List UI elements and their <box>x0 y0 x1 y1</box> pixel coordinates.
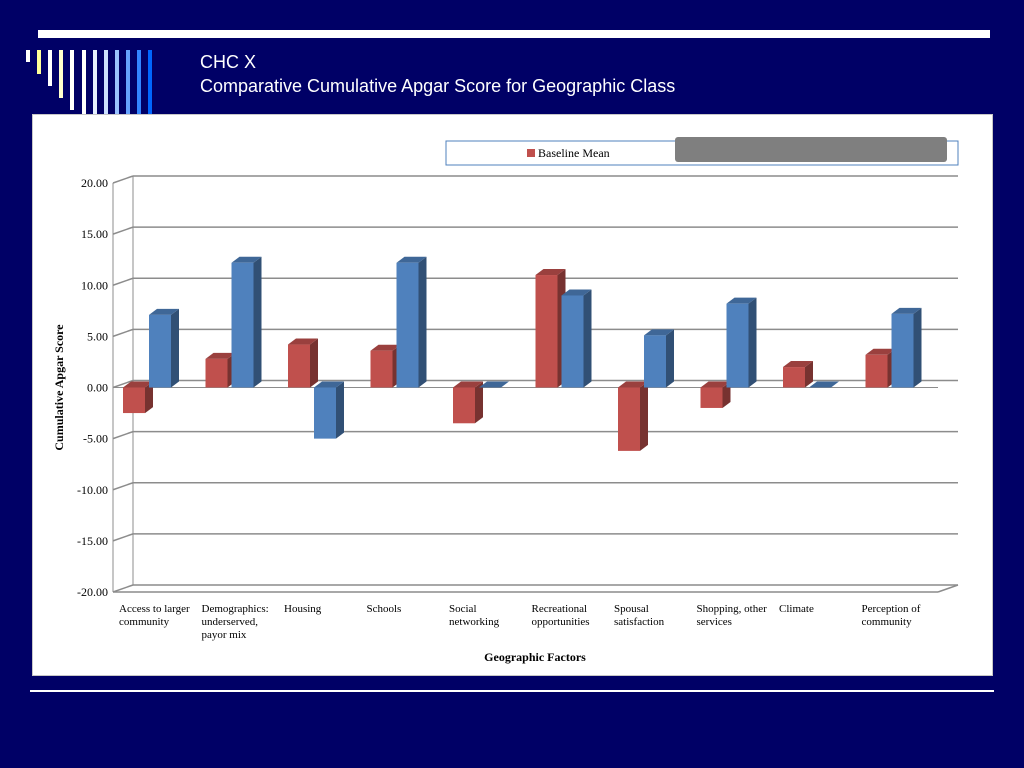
legend-label: Baseline Mean <box>538 146 610 160</box>
chart-frame: 20.00 15.00 10.00 5.00 0.00 -5.00 -10.00 -15.00… <box>32 114 993 676</box>
x-tick-label: Social networking <box>449 603 500 628</box>
x-tick-label: Access to larger community <box>119 603 190 628</box>
y-tick-label: 20.00 <box>81 176 108 190</box>
x-axis-title: Geographic Factors <box>484 650 586 664</box>
bar-blue <box>809 381 839 388</box>
gridline-depth <box>112 226 134 235</box>
x-tick-label: Demographics: underserved, payor mix <box>202 603 269 641</box>
gridline-depth <box>112 430 134 440</box>
gridline-depth <box>112 277 134 286</box>
bar-red <box>700 381 731 408</box>
bar-red <box>535 269 566 388</box>
bar-blue <box>891 307 922 388</box>
y-axis-title: Cumulative Apgar Score <box>52 324 66 451</box>
y-tick-label: -5.00 <box>83 432 108 446</box>
bar-red <box>205 352 236 388</box>
bar-blue <box>149 308 179 388</box>
y-tick-label: 0.00 <box>87 381 108 395</box>
x-tick-label: Shopping, other services <box>697 603 768 628</box>
gridline-depth <box>112 584 134 593</box>
redacted-legend-block <box>675 137 947 162</box>
x-tick-label: Recreational opportunities <box>532 603 590 628</box>
gridline-depth <box>112 482 134 491</box>
x-tick-label: Perception of community <box>862 603 921 628</box>
bar-blue <box>314 381 344 439</box>
bar-blue <box>231 256 262 388</box>
bar-chart: 20.00 15.00 10.00 5.00 0.00 -5.00 -10.00 -15.00… <box>52 140 959 664</box>
gridline-depth <box>112 175 134 184</box>
bar-red <box>123 381 153 414</box>
slide-title-line2: Comparative Cumulative Apgar Score for G… <box>200 76 676 96</box>
top-rule <box>38 30 990 38</box>
y-tick-label: 10.00 <box>81 278 108 292</box>
gridline-depth <box>112 328 134 338</box>
legend-swatch-red <box>527 149 535 157</box>
bar-blue <box>479 381 509 388</box>
bar-red <box>783 361 813 388</box>
floor-right-edge <box>937 584 959 593</box>
y-tick-label: -10.00 <box>77 483 108 497</box>
slide-title: CHC X Comparative Cumulative Apgar Score… <box>200 50 675 98</box>
bar-red <box>453 381 483 424</box>
bar-blue <box>396 256 427 388</box>
x-tick-label: Spousal satisfaction <box>614 603 665 628</box>
x-tick-label: Climate <box>779 603 814 615</box>
bar-blue <box>561 289 592 388</box>
y-tick-label: 5.00 <box>87 329 108 343</box>
x-tick-label: Housing <box>284 603 322 615</box>
x-tick-label: Schools <box>367 603 402 615</box>
y-tick-label: 15.00 <box>81 227 108 241</box>
gridline-depth <box>112 533 134 542</box>
bar-red <box>865 348 896 388</box>
bottom-rule <box>30 690 994 692</box>
bar-blue <box>644 329 674 388</box>
y-tick-label: -20.00 <box>77 585 108 599</box>
bar-red <box>288 338 318 388</box>
slide-title-line1: CHC X <box>200 52 257 72</box>
bar-red <box>370 344 401 388</box>
decorative-stripes <box>26 50 152 114</box>
bar-red <box>618 381 648 451</box>
y-tick-label: -15.00 <box>77 534 108 548</box>
gridline-depth <box>112 379 134 389</box>
bar-blue <box>726 297 757 388</box>
